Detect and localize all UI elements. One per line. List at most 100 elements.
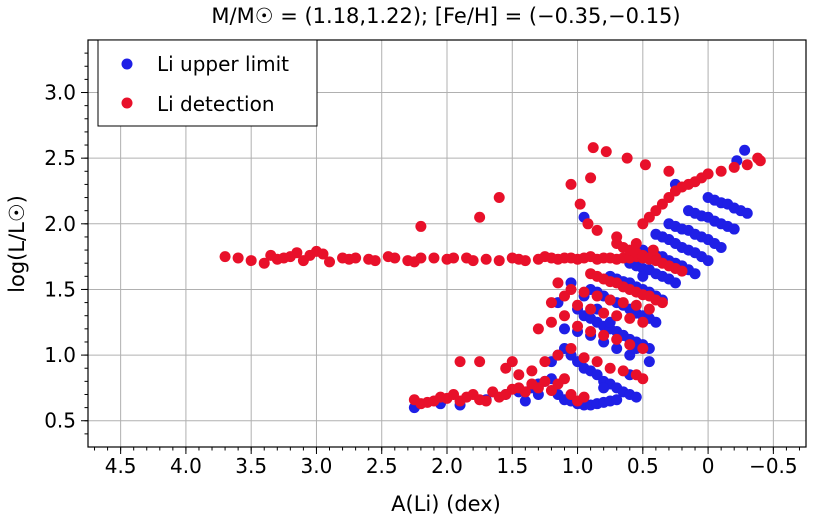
x-tick-label: 1.0: [562, 454, 594, 478]
scatter-point: [617, 365, 629, 377]
scatter-point: [565, 343, 577, 355]
legend-marker-li-detection: [121, 97, 133, 109]
y-axis-label: log(L/L☉): [5, 195, 29, 293]
scatter-point: [715, 241, 727, 253]
scatter-point: [415, 220, 427, 232]
series-0: [408, 144, 753, 414]
scatter-point: [663, 165, 675, 177]
scatter-point: [519, 255, 531, 267]
scatter-point: [578, 391, 590, 403]
scatter-point: [526, 365, 538, 377]
x-axis-ticks: 4.5 4.0 3.5 3.0 2.5 2.0 1.5 1.0 0.5 0 −0.5: [94, 447, 800, 478]
legend: Li upper limit Li detection: [97, 39, 318, 127]
scatter-point: [454, 356, 466, 368]
x-tick-label: 2.0: [431, 454, 463, 478]
scatter-point: [611, 310, 623, 322]
scatter-point: [565, 283, 577, 295]
scatter-point: [474, 211, 486, 223]
scatter-point: [545, 297, 557, 309]
legend-box: [97, 39, 318, 127]
scatter-point: [650, 316, 662, 328]
scatter-point: [676, 265, 688, 277]
y-tick-label: 2.0: [44, 212, 76, 236]
scatter-point: [587, 142, 599, 154]
x-axis-label: A(Li) (dex): [391, 492, 501, 516]
scatter-point: [611, 394, 623, 406]
y-tick-label: 1.0: [44, 343, 76, 367]
scatter-point: [752, 152, 764, 164]
scatter-point: [624, 312, 636, 324]
scatter-point: [317, 248, 329, 260]
scatter-point: [539, 375, 551, 387]
scatter-point: [532, 323, 544, 335]
scatter-point: [637, 270, 649, 282]
scatter-point: [604, 362, 616, 374]
scatter-point: [741, 159, 753, 171]
scatter-point: [611, 333, 623, 345]
scatter-point: [552, 277, 564, 289]
x-tick-label: 0.5: [627, 454, 659, 478]
scatter-point: [258, 257, 270, 269]
scatter-point: [702, 168, 714, 180]
scatter-point: [637, 373, 649, 385]
scatter-point: [728, 223, 740, 235]
series-1: [219, 142, 766, 410]
scatter-point: [415, 252, 427, 264]
scatter-point: [467, 255, 479, 267]
scatter-point: [480, 253, 492, 265]
scatter-point: [513, 369, 525, 381]
scatter-point: [630, 238, 642, 249]
scatter-point: [669, 277, 681, 289]
scatter-point: [558, 310, 570, 322]
y-tick-label: 2.5: [44, 146, 76, 170]
scatter-point: [408, 394, 420, 406]
scatter-point: [232, 252, 244, 264]
x-tick-label: 0: [702, 454, 715, 478]
x-tick-label: −0.5: [749, 454, 798, 478]
scatter-point: [637, 343, 649, 355]
scatter-point: [598, 329, 610, 341]
scatter-point: [656, 231, 668, 243]
scatter-point: [647, 244, 659, 256]
scatter-point: [617, 297, 629, 309]
scatter-point: [291, 247, 303, 259]
scatter-point: [552, 349, 564, 361]
scatter-point: [245, 255, 257, 267]
scatter-point: [741, 207, 753, 219]
scatter-point: [585, 172, 597, 184]
scatter-point: [585, 325, 597, 337]
scatter-point: [611, 231, 623, 243]
legend-marker-li-upper-limit: [121, 58, 133, 70]
scatter-point: [656, 297, 668, 309]
scatter-point: [591, 356, 603, 368]
scatter-point: [728, 161, 740, 173]
scatter-point: [369, 255, 381, 267]
y-tick-label: 1.5: [44, 277, 76, 301]
scatter-point: [578, 286, 590, 298]
scatter-point: [480, 395, 492, 407]
scatter-point: [715, 165, 727, 177]
scatter-point: [643, 356, 655, 368]
legend-label-li-upper-limit: Li upper limit: [157, 52, 289, 76]
scatter-point: [558, 373, 570, 385]
scatter-point: [630, 391, 642, 403]
scatter-point: [428, 252, 440, 264]
x-tick-label: 3.5: [235, 454, 267, 478]
scatter-point: [539, 356, 551, 368]
scatter-point: [611, 343, 623, 355]
scatter-point: [624, 339, 636, 351]
x-tick-label: 3.0: [301, 454, 333, 478]
scatter-point: [493, 192, 505, 204]
scatter-point: [621, 152, 633, 164]
legend-label-li-detection: Li detection: [157, 92, 275, 116]
scatter-point: [565, 178, 577, 190]
scatter-point: [572, 299, 584, 311]
y-tick-label: 3.0: [44, 81, 76, 105]
scatter-point: [574, 198, 586, 210]
chart-title: M/M☉ = (1.18,1.22); [Fe/H] = (−0.35,−0.1…: [211, 4, 680, 28]
scatter-point: [519, 386, 531, 398]
scatter-point: [598, 307, 610, 319]
scatter-point: [324, 256, 336, 268]
scatter-point: [630, 299, 642, 311]
